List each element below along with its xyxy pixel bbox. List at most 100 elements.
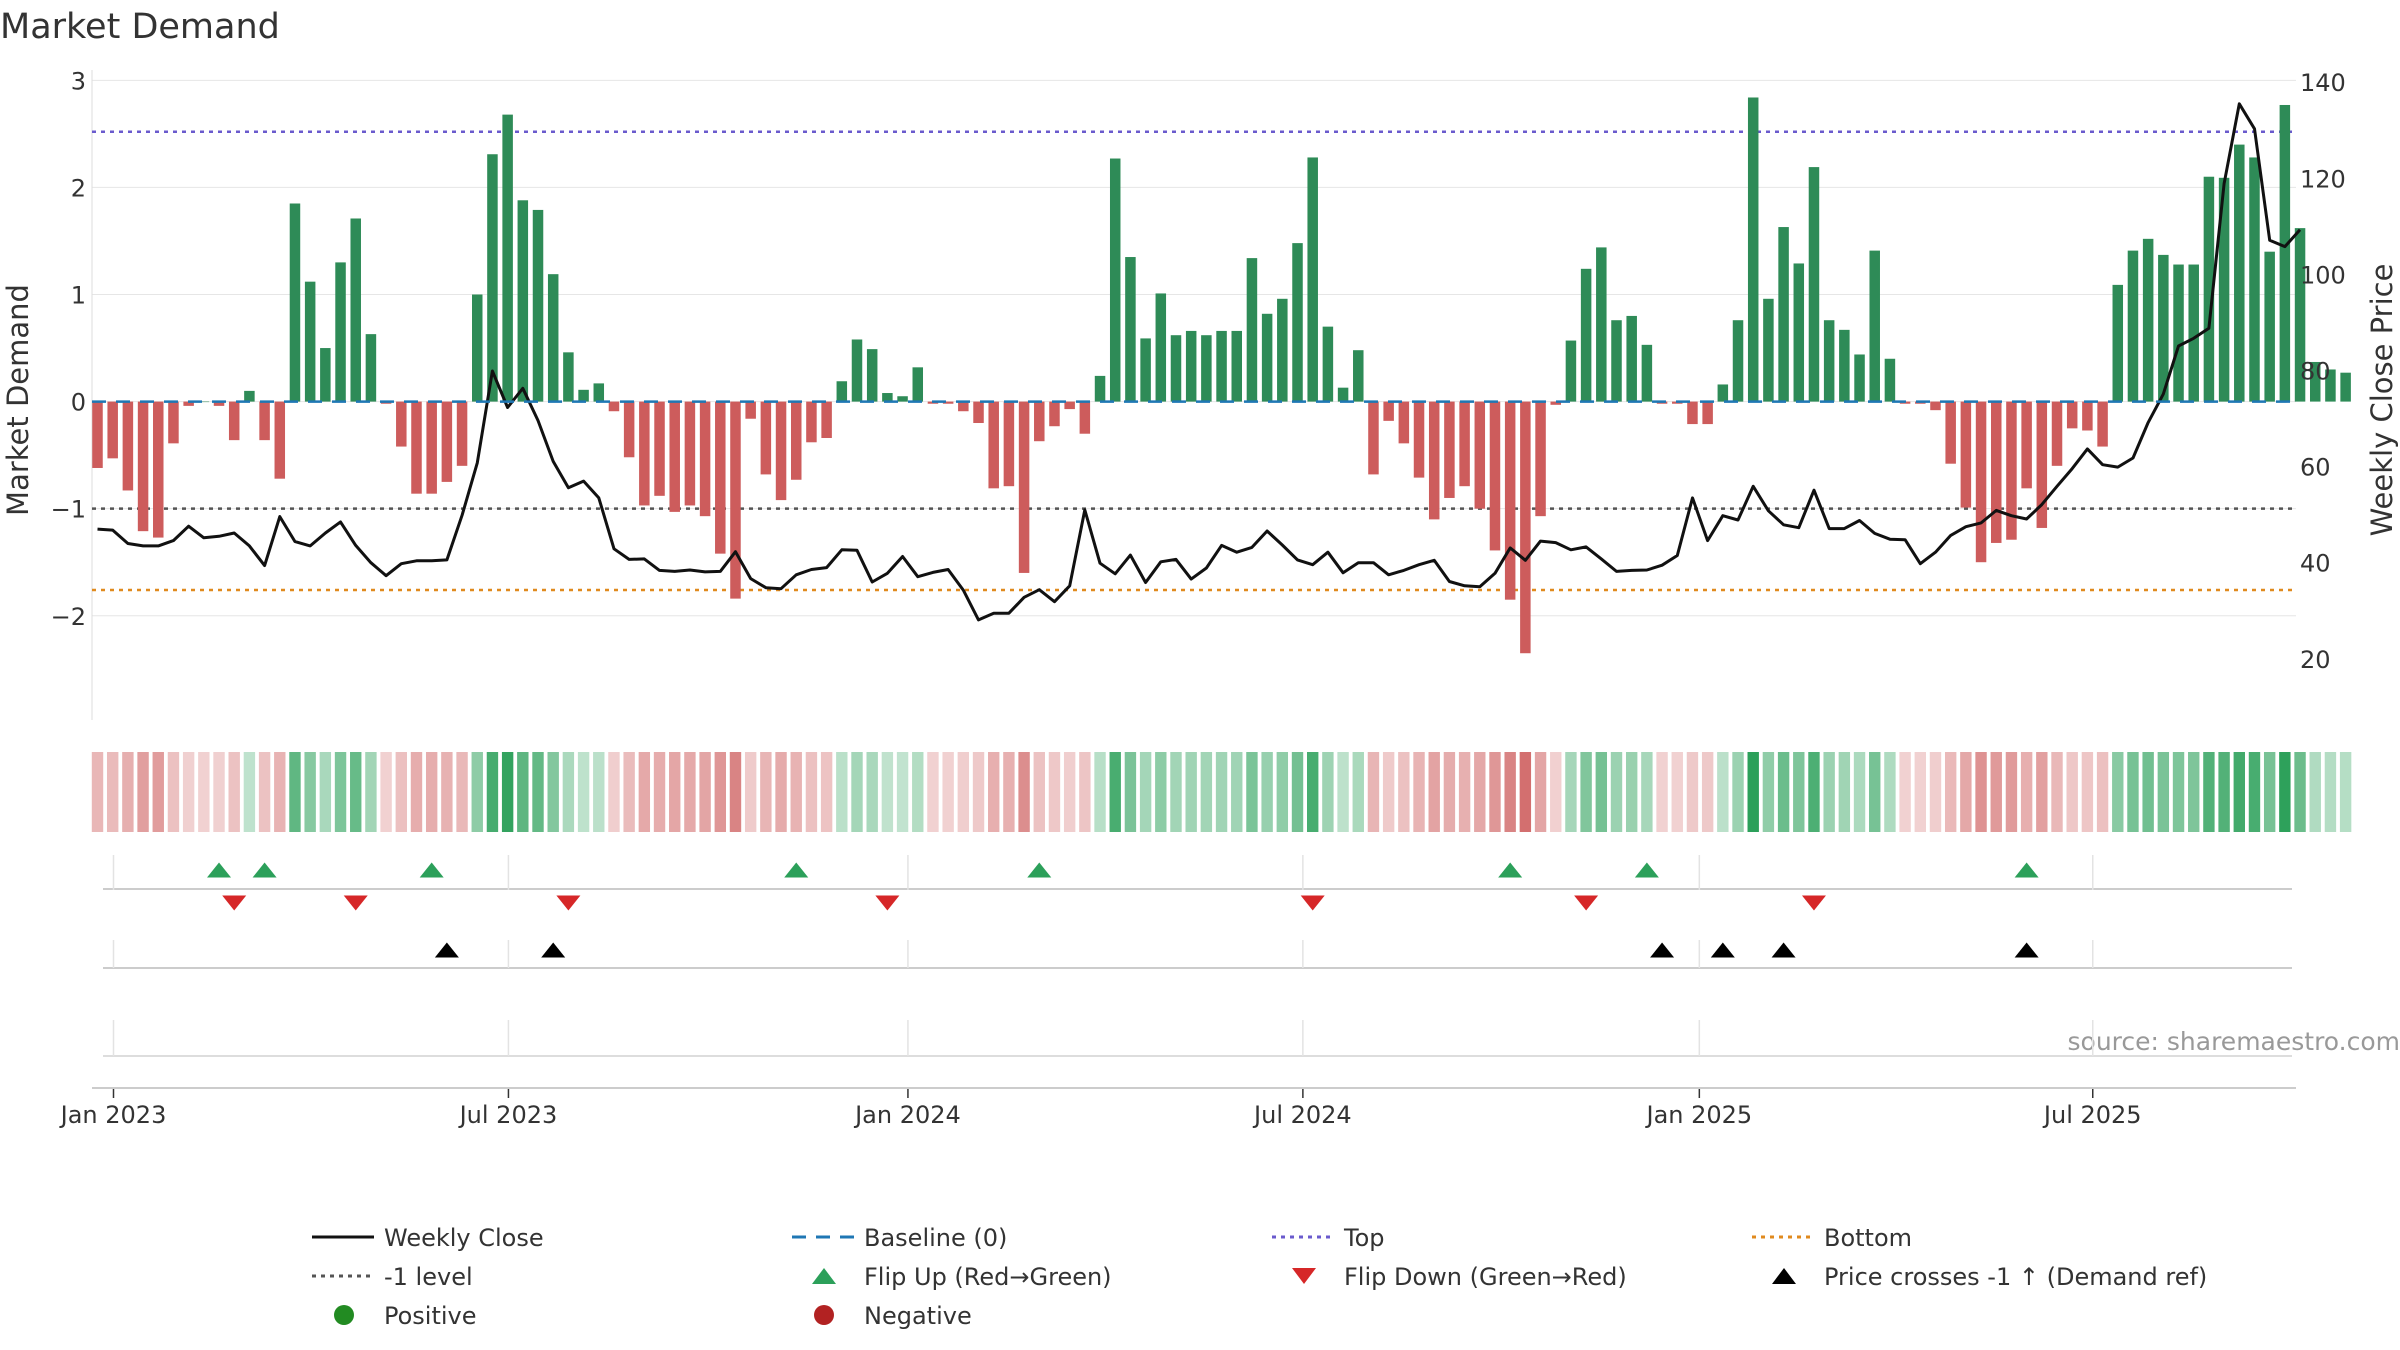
demand-bar bbox=[1003, 401, 1015, 487]
demand-bar bbox=[2203, 176, 2215, 402]
weekly-close-line bbox=[97, 102, 2302, 622]
demand-bar bbox=[836, 381, 848, 402]
strip-cell bbox=[1489, 752, 1501, 832]
demand-bar bbox=[1565, 340, 1577, 402]
demand-bar bbox=[2036, 401, 2048, 528]
demand-bar bbox=[1550, 401, 1561, 405]
strip-cell bbox=[699, 752, 711, 832]
demand-bar bbox=[2340, 372, 2351, 402]
strip-cell bbox=[2294, 752, 2306, 832]
demand-bar bbox=[1277, 298, 1288, 402]
strip-cell bbox=[456, 752, 468, 832]
strip-cell bbox=[1793, 752, 1805, 832]
demand-bar bbox=[1763, 298, 1774, 402]
demand-bar bbox=[1960, 401, 1972, 508]
strip-cell bbox=[593, 752, 605, 832]
demand-bar bbox=[213, 401, 225, 406]
legend-swatch bbox=[1292, 1268, 1316, 1284]
strip-cell bbox=[91, 752, 104, 832]
demand-bar bbox=[578, 389, 589, 402]
strip-cell bbox=[1975, 752, 1987, 832]
legend-label: Negative bbox=[864, 1302, 972, 1330]
demand-bar bbox=[1428, 401, 1440, 520]
strip-cell bbox=[744, 752, 757, 832]
demand-bar bbox=[1808, 167, 1820, 402]
legend-label: Price crosses -1 ↑ (Demand ref) bbox=[1824, 1263, 2207, 1291]
demand-bar bbox=[396, 401, 407, 447]
price-line bbox=[97, 102, 2302, 622]
demand-bar bbox=[1368, 401, 1379, 475]
strip-cell bbox=[334, 752, 347, 832]
strip-cell bbox=[289, 752, 301, 832]
strip-cell bbox=[1625, 752, 1638, 832]
strip-cell bbox=[2157, 752, 2170, 832]
left-tick-label: 1 bbox=[71, 282, 86, 310]
strip-cell bbox=[1063, 752, 1076, 832]
strip-cell bbox=[152, 752, 164, 832]
demand-bar bbox=[623, 401, 635, 458]
right-axis-label: Weekly Close Price bbox=[2365, 264, 2399, 537]
strip-cell bbox=[1018, 752, 1030, 832]
reference-lines bbox=[92, 130, 2296, 592]
demand-bar bbox=[821, 401, 832, 438]
strip-cell bbox=[1155, 752, 1167, 832]
strip-cell bbox=[1367, 752, 1380, 832]
price-cross-marker bbox=[1771, 942, 1796, 958]
demand-bar bbox=[1626, 315, 1637, 402]
demand-bar bbox=[654, 401, 665, 496]
strip-cell bbox=[1231, 752, 1243, 832]
flip-up-marker bbox=[252, 862, 277, 878]
demand-bar bbox=[1839, 329, 1850, 402]
demand-bar bbox=[790, 401, 802, 480]
demand-bar bbox=[806, 401, 817, 443]
strip-cell bbox=[350, 752, 362, 832]
demand-bar bbox=[730, 401, 741, 599]
strip-cell bbox=[988, 752, 1000, 832]
demand-bar bbox=[1125, 257, 1136, 402]
demand-bar bbox=[228, 401, 240, 441]
strip-cell bbox=[1079, 752, 1091, 832]
x-tick-label: Jan 2025 bbox=[1644, 1101, 1752, 1129]
demand-bar bbox=[2142, 238, 2154, 402]
demand-bar bbox=[1778, 227, 1789, 402]
legend-label: Positive bbox=[384, 1302, 477, 1330]
demand-bar bbox=[456, 401, 468, 466]
demand-bar bbox=[1991, 401, 2002, 543]
demand-bar bbox=[1641, 344, 1653, 402]
strip-cell bbox=[1322, 752, 1334, 832]
strip-cell bbox=[1200, 752, 1213, 832]
strip-cell bbox=[1671, 752, 1683, 832]
strip-cell bbox=[623, 752, 635, 832]
flip-down-marker bbox=[1300, 895, 1325, 911]
strip-cell bbox=[213, 752, 225, 832]
flip-down-marker bbox=[222, 895, 247, 911]
flip-up-marker bbox=[1498, 862, 1523, 878]
strip-cell bbox=[577, 752, 590, 832]
strip-cell bbox=[1853, 752, 1866, 832]
left-axis-label: Market Demand bbox=[1, 284, 35, 516]
flip-down-marker bbox=[1574, 895, 1599, 911]
x-tick-label: Jan 2023 bbox=[59, 1101, 167, 1129]
legend-swatch bbox=[814, 1305, 834, 1325]
demand-bar bbox=[593, 383, 605, 402]
demand-bar bbox=[92, 401, 103, 468]
demand-bar bbox=[2188, 264, 2199, 402]
flip-up-marker bbox=[784, 862, 809, 878]
demand-bar bbox=[760, 401, 772, 475]
demand-bar bbox=[608, 401, 620, 412]
strip-cell bbox=[2066, 752, 2078, 832]
left-tick-label: 2 bbox=[71, 174, 86, 202]
strip-cell bbox=[1595, 752, 1608, 832]
left-tick-label: −2 bbox=[51, 603, 86, 631]
demand-bar bbox=[1854, 354, 1865, 402]
strip-cell bbox=[1307, 752, 1319, 832]
strip-cell bbox=[2248, 752, 2261, 832]
strip-cell bbox=[198, 752, 210, 832]
demand-bar bbox=[1109, 158, 1121, 402]
source-note: source: sharemaestro.com bbox=[2068, 1027, 2400, 1056]
right-tick-label: 40 bbox=[2300, 550, 2331, 578]
strip-cell bbox=[912, 752, 924, 832]
x-tick-label: Jul 2025 bbox=[2042, 1101, 2142, 1129]
demand-bar bbox=[1413, 401, 1425, 478]
strip-cell bbox=[1960, 752, 1972, 832]
